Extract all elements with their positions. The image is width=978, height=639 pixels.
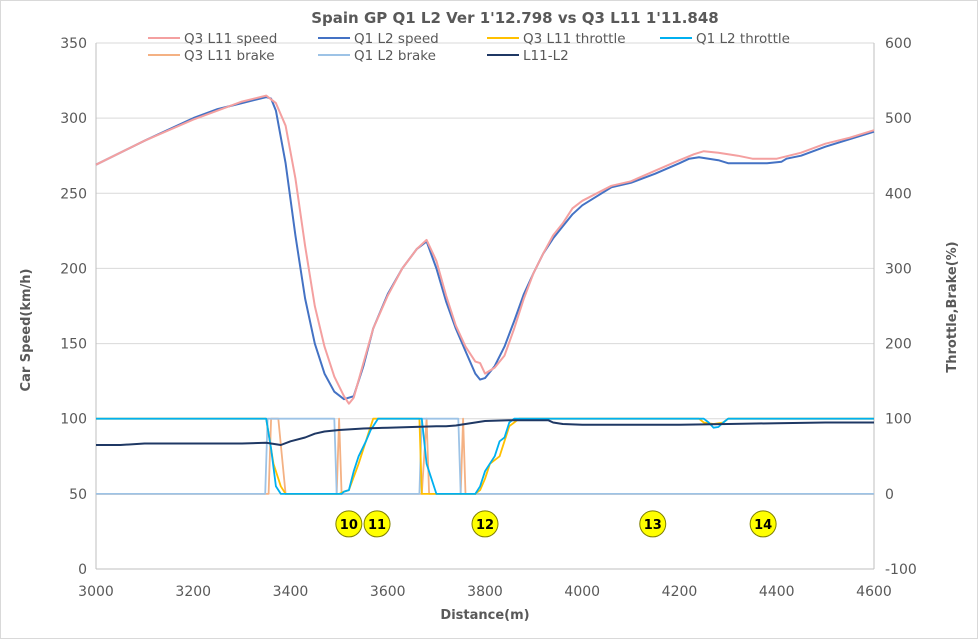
y2-tick-label: 300 <box>885 261 912 277</box>
turn-marker <box>749 510 777 538</box>
turn-label: 11 <box>368 518 386 533</box>
turn-marker <box>335 510 363 538</box>
series-q1-l2-speed <box>95 96 875 401</box>
legend-label: Q3 L11 brake <box>184 48 275 64</box>
y-tick-label: 350 <box>60 36 87 52</box>
y-tick-label: 200 <box>60 261 87 277</box>
y-tick-label: 50 <box>69 487 87 503</box>
y-tick-label: 100 <box>60 412 87 428</box>
turn-label: 13 <box>644 518 662 533</box>
x-tick-label: 3000 <box>78 584 114 600</box>
x-tick-label: 3800 <box>467 584 503 600</box>
legend-label: Q1 L2 throttle <box>696 31 790 47</box>
y2-tick-label: 0 <box>885 487 894 503</box>
x-tick-label: 4400 <box>759 584 795 600</box>
turn-marker <box>363 510 391 538</box>
axes: 0 50 100 150 200 250 300 350 -100 0 100 200 300 400 50… <box>60 36 917 600</box>
x-tick-label: 3600 <box>370 584 406 600</box>
legend-label: Q1 L2 brake <box>354 48 436 64</box>
y2-tick-label: -100 <box>885 562 917 578</box>
x-tick-label: 4600 <box>856 584 892 600</box>
legend-label: Q3 L11 throttle <box>523 31 626 47</box>
x-tick-label: 4000 <box>564 584 600 600</box>
turn-label: 12 <box>476 518 494 533</box>
turn-annotations: 10 11 12 13 14 <box>335 510 777 538</box>
y2-tick-label: 500 <box>885 111 912 127</box>
series-q1-l2-throttle <box>96 417 874 495</box>
y2-tick-label: 100 <box>885 412 912 428</box>
y2-tick-label: 200 <box>885 337 912 353</box>
y2-axis-label: Throttle,Brake(%) <box>945 241 960 372</box>
y-tick-label: 250 <box>60 186 87 202</box>
x-tick-label: 3400 <box>273 584 309 600</box>
x-tick-label: 4200 <box>662 584 698 600</box>
turn-marker <box>471 510 499 538</box>
turn-label: 14 <box>754 518 772 533</box>
y2-tick-label: 600 <box>885 36 912 52</box>
x-axis-label: Distance(m) <box>440 608 529 623</box>
turn-label: 10 <box>340 518 358 533</box>
y2-tick-label: 400 <box>885 186 912 202</box>
legend-label: L11-L2 <box>523 48 569 64</box>
y-axis-label: Car Speed(km/h) <box>19 269 34 392</box>
legend-label: Q1 L2 speed <box>354 31 439 47</box>
y-tick-label: 150 <box>60 337 87 353</box>
chart-title: Spain GP Q1 L2 Ver 1'12.798 vs Q3 L11 1'… <box>311 9 718 27</box>
y-tick-label: 300 <box>60 111 87 127</box>
series-q3-l11-speed <box>95 94 875 405</box>
turn-marker <box>639 510 667 538</box>
x-tick-label: 3200 <box>175 584 211 600</box>
legend: Q3 L11 speed Q1 L2 speed Q3 L11 throttle Q1… <box>148 31 790 64</box>
series-l11-l2 <box>96 419 874 446</box>
plot-area <box>95 94 875 495</box>
legend-label: Q3 L11 speed <box>184 31 277 47</box>
y-tick-label: 0 <box>78 562 87 578</box>
